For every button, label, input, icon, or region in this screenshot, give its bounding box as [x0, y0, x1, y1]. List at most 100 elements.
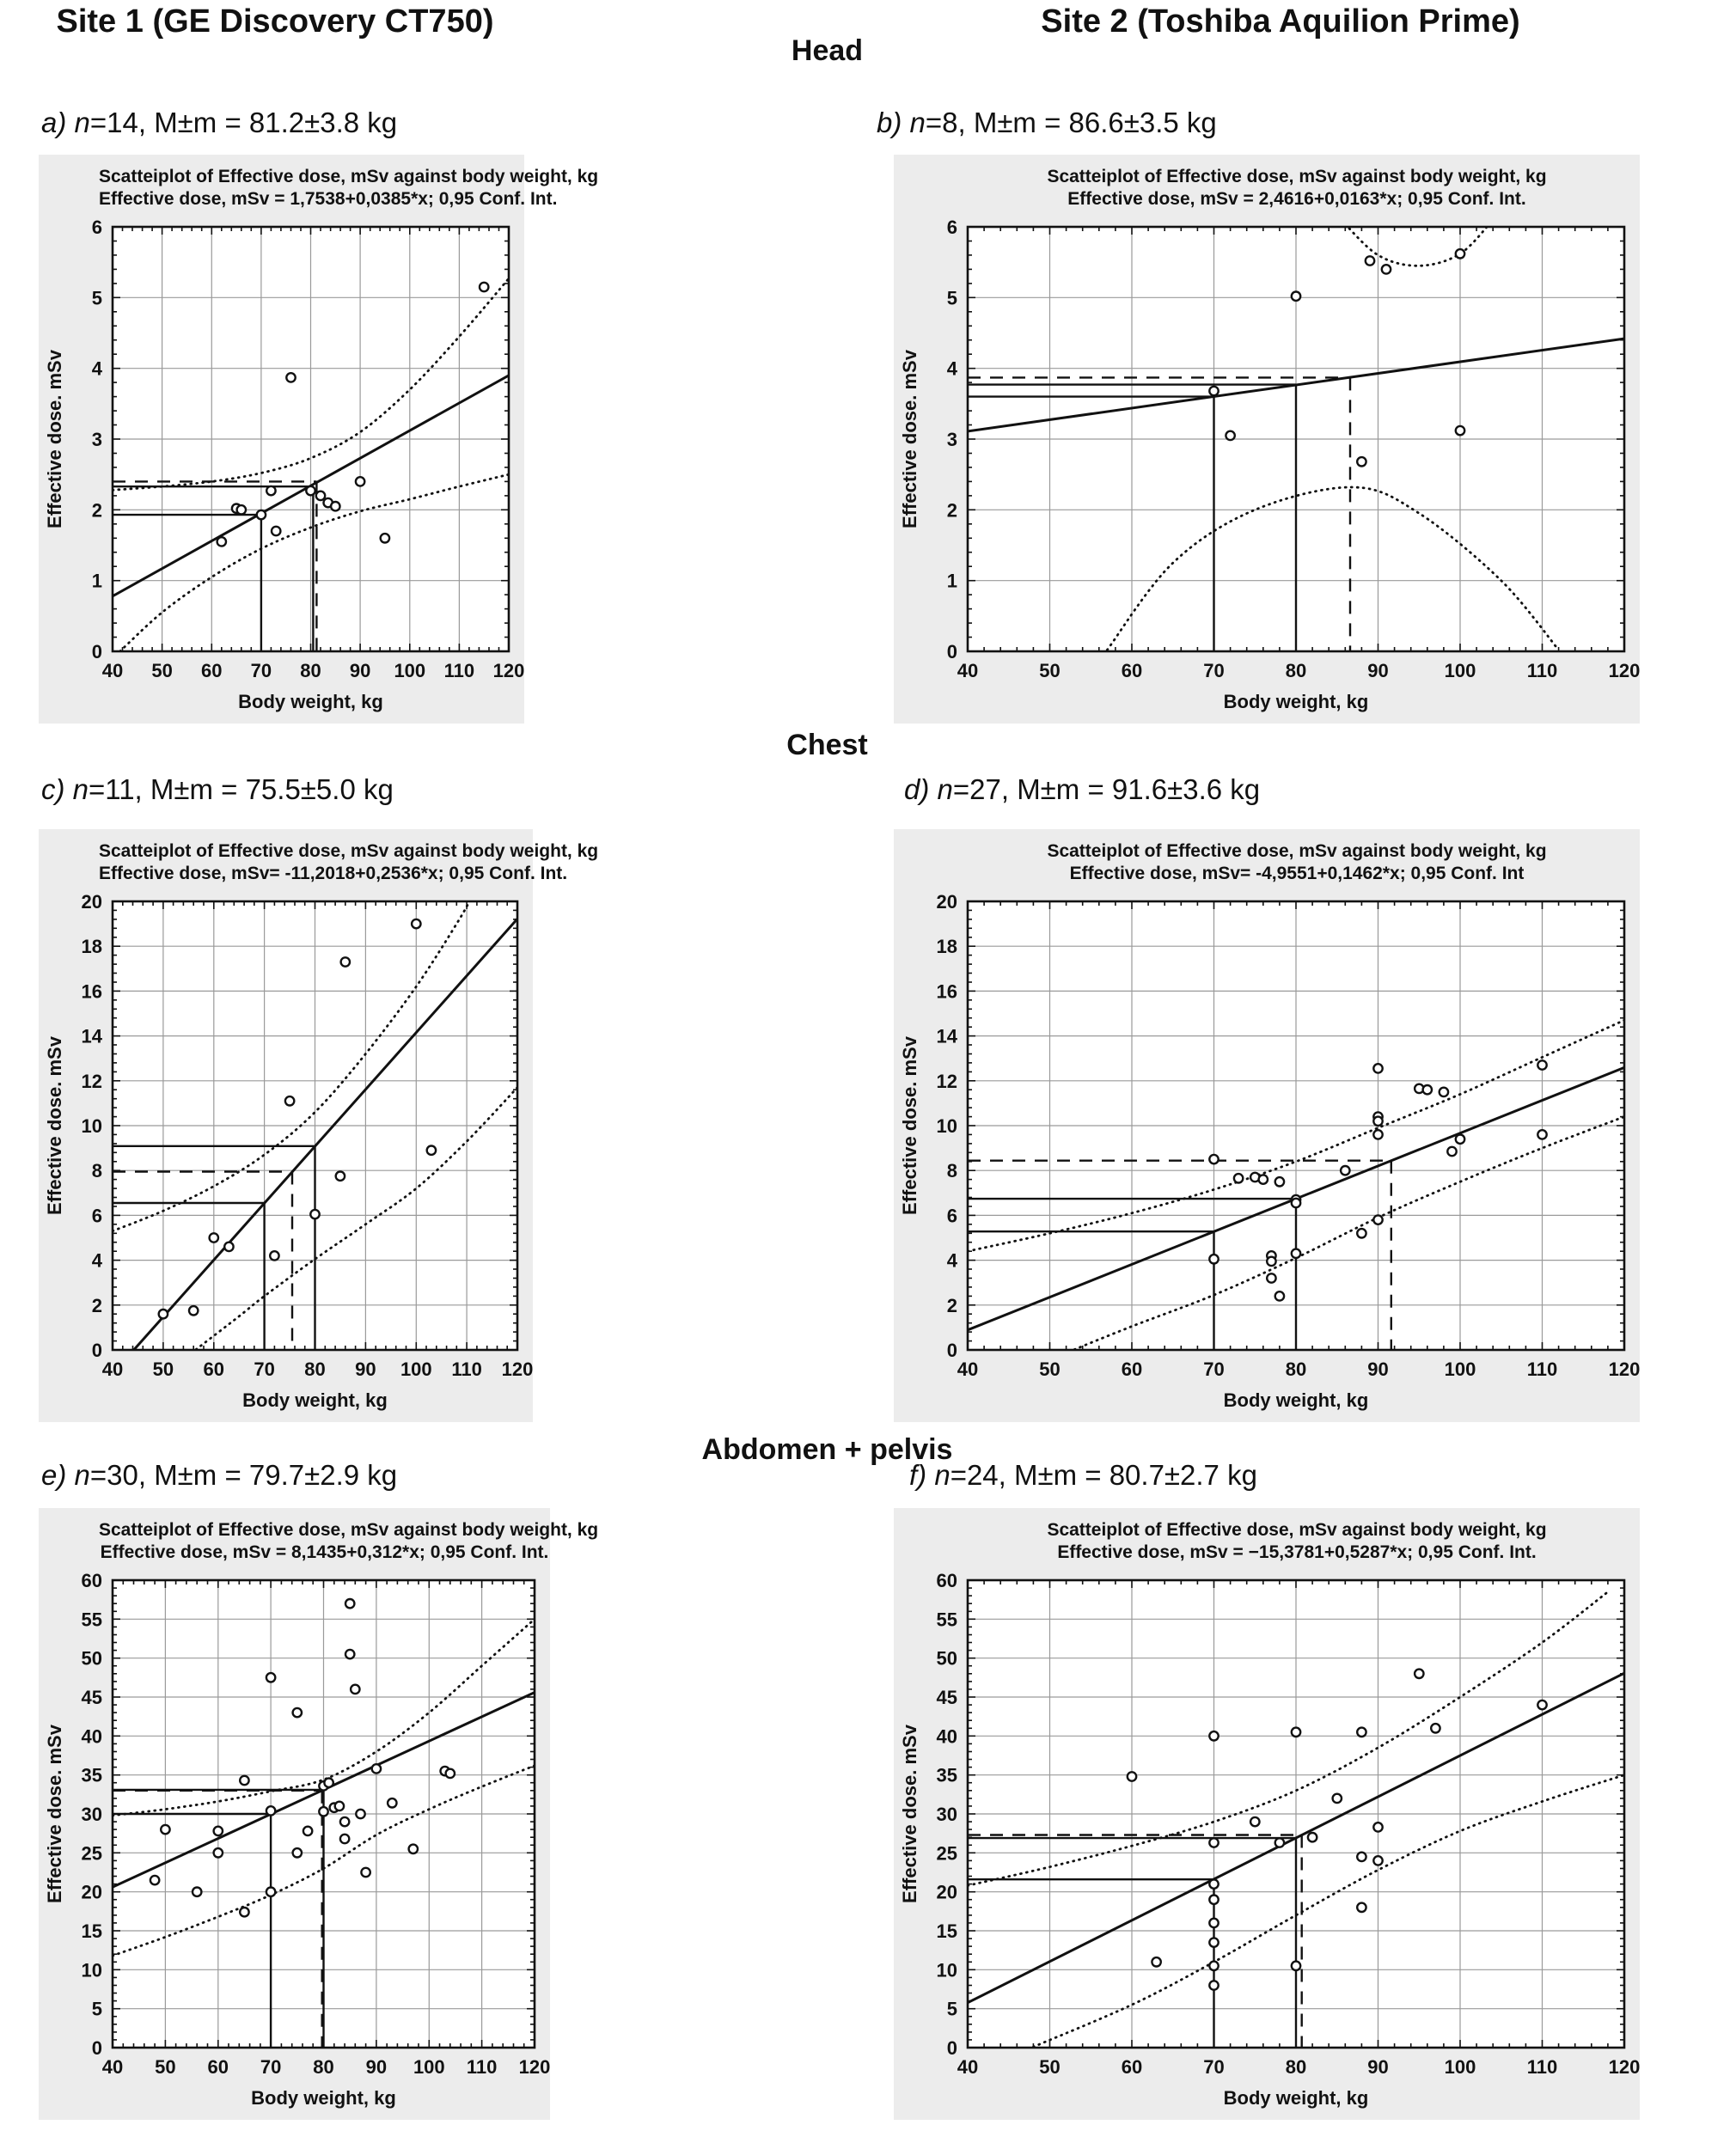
svg-text:50: 50	[82, 1648, 102, 1670]
svg-text:40: 40	[957, 1359, 978, 1380]
svg-text:55: 55	[82, 1609, 102, 1630]
svg-text:16: 16	[937, 980, 957, 1002]
svg-text:60: 60	[1122, 1359, 1142, 1380]
y-tick-labels: 0 1 2 3 4 5 6	[92, 217, 103, 662]
svg-text:20: 20	[82, 894, 102, 913]
axis-ticks	[112, 226, 510, 652]
x-tick-labels: 40 50 60 70 80 90 100 110 120	[102, 1359, 534, 1380]
site1-header: Site 1 (GE Discovery CT750)	[56, 3, 494, 40]
svg-text:1: 1	[947, 571, 957, 592]
svg-text:110: 110	[1527, 2056, 1558, 2078]
svg-text:15: 15	[82, 1920, 102, 1942]
svg-text:40: 40	[957, 2056, 978, 2078]
svg-text:50: 50	[153, 1359, 174, 1380]
ci-lower-curve	[1073, 1115, 1624, 1350]
svg-text:18: 18	[82, 936, 102, 957]
chart-title: Scatteiplot of Effective dose, mSv again…	[1047, 841, 1547, 861]
reference-lines	[113, 1145, 316, 1350]
panel-d: Scatteiplot of Effective dose, mSv again…	[894, 829, 1640, 1422]
axis-ticks	[967, 901, 1625, 1351]
svg-text:14: 14	[82, 1026, 103, 1047]
data-points	[1126, 1668, 1548, 1991]
svg-text:90: 90	[1367, 660, 1388, 681]
panel-a-label: a) n=14, M±m = 81.2±3.8 kg	[41, 107, 397, 139]
svg-text:3: 3	[92, 429, 102, 450]
svg-text:40: 40	[102, 660, 123, 681]
x-axis-label: Body weight, kg	[251, 2087, 396, 2109]
chart-title: Scatteiplot of Effective dose, mSv again…	[1047, 167, 1547, 186]
svg-text:90: 90	[355, 1359, 376, 1380]
svg-text:4: 4	[947, 1250, 958, 1272]
axis-ticks	[112, 1579, 535, 2048]
svg-text:60: 60	[1122, 2056, 1142, 2078]
svg-text:100: 100	[413, 2056, 445, 2078]
gridlines	[113, 901, 517, 1350]
section-header-abdomen: Abdomen + pelvis	[701, 1433, 953, 1466]
x-axis-label: Body weight, kg	[242, 1389, 388, 1411]
svg-text:110: 110	[1527, 660, 1558, 681]
chart-equation: Effective dose, mSv = 2,4616+0,0163*x; 0…	[1067, 189, 1526, 209]
svg-text:50: 50	[155, 2056, 175, 2078]
svg-text:10: 10	[82, 1959, 102, 1981]
svg-text:0: 0	[947, 1340, 957, 1361]
panel-e-titles: Scatteiplot of Effective dose, mSv again…	[39, 1508, 599, 1572]
reference-lines	[968, 1159, 1392, 1350]
svg-text:50: 50	[1039, 1359, 1060, 1380]
chart-equation: Effective dose, mSv= -4,9551+0,1462*x; 0…	[1069, 864, 1525, 883]
svg-text:0: 0	[947, 641, 957, 662]
confidence-bands	[1105, 227, 1560, 651]
regression-line	[968, 337, 1624, 433]
chart-title: Scatteiplot of Effective dose, mSv again…	[99, 1520, 599, 1540]
panel-f: Scatteiplot of Effective dose, mSv again…	[894, 1508, 1640, 2120]
data-points	[149, 1597, 456, 1918]
data-points	[157, 918, 437, 1320]
ci-lower-curve	[1032, 1774, 1624, 2048]
svg-text:15: 15	[937, 1920, 957, 1942]
svg-text:0: 0	[92, 2037, 102, 2059]
svg-text:80: 80	[1286, 2056, 1306, 2078]
panel-f-letter: f) n	[909, 1459, 951, 1491]
svg-text:25: 25	[82, 1842, 102, 1864]
section-header-chest: Chest	[786, 729, 868, 761]
panel-a-letter: a) n	[41, 107, 90, 138]
panel-c-letter: c) n	[41, 773, 89, 805]
svg-text:1: 1	[92, 571, 102, 592]
site2-header: Site 2 (Toshiba Aquilion Prime)	[1041, 3, 1520, 40]
gridlines	[113, 227, 509, 651]
ci-lower-curve	[194, 1086, 517, 1350]
chart-title: Scatteiplot of Effective dose, mSv again…	[99, 167, 599, 186]
scatterplot-f: 40 50 60 70 80 90 100 110 120 0 5 10 15 20 25 30 35 40 45 5…	[894, 1570, 1640, 2120]
svg-text:35: 35	[82, 1765, 102, 1786]
svg-text:80: 80	[1286, 660, 1306, 681]
svg-text:6: 6	[947, 1205, 957, 1226]
svg-text:50: 50	[1039, 660, 1060, 681]
svg-text:6: 6	[92, 220, 102, 238]
section-header-head: Head	[791, 34, 864, 67]
svg-text:120: 120	[493, 660, 524, 681]
svg-text:40: 40	[82, 1725, 102, 1747]
svg-text:120: 120	[1609, 2056, 1640, 2078]
panel-d-label: d) n=27, M±m = 91.6±3.6 kg	[904, 773, 1260, 806]
svg-text:90: 90	[1367, 2056, 1388, 2078]
svg-text:12: 12	[937, 1071, 957, 1092]
svg-text:110: 110	[1527, 1359, 1558, 1380]
svg-text:110: 110	[467, 2056, 498, 2078]
chart-equation: Effective dose, mSv = −15,3781+0,5287*x;…	[1057, 1542, 1537, 1562]
svg-text:8: 8	[92, 1160, 102, 1181]
panel-c-titles: Scatteiplot of Effective dose, mSv again…	[39, 829, 598, 893]
svg-text:5: 5	[947, 1999, 957, 2020]
svg-text:40: 40	[957, 660, 978, 681]
y-tick-labels: 0 2 4 6 8 10 12 14 16 18 20	[82, 891, 103, 1361]
svg-text:50: 50	[1039, 2056, 1060, 2078]
scatterplot-a: 40 50 60 70 80 90 100 110 120 0 1 2 3 4 5 6 Body weight,…	[39, 217, 524, 724]
y-tick-labels: 0 2 4 6 8 10 12 14 16 18 20	[937, 891, 958, 1361]
svg-text:0: 0	[92, 1340, 102, 1361]
svg-text:120: 120	[502, 1359, 533, 1380]
svg-text:4: 4	[92, 1250, 103, 1272]
scatterplot-d: 40 50 60 70 80 90 100 110 120 0 2 4 6 8 10 12 14 16 18 20 Bo…	[894, 891, 1640, 1422]
panel-d-letter: d) n	[904, 773, 953, 805]
svg-text:120: 120	[1609, 1359, 1640, 1380]
svg-text:12: 12	[82, 1071, 102, 1092]
svg-text:70: 70	[260, 2056, 281, 2078]
svg-text:30: 30	[82, 1804, 102, 1825]
